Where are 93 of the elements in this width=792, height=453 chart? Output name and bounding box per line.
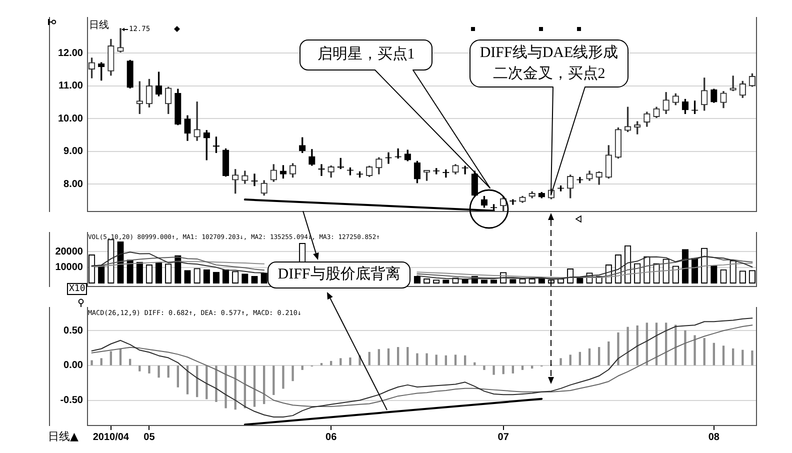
bar <box>502 366 504 374</box>
bar <box>117 241 124 284</box>
bar <box>710 265 718 284</box>
bar <box>212 272 220 284</box>
bar <box>406 347 409 366</box>
bar <box>292 366 294 382</box>
bar <box>128 358 132 366</box>
bar <box>560 358 562 366</box>
bar <box>253 366 256 407</box>
bar <box>176 366 180 388</box>
y-tick-label: 8.00 <box>64 178 84 190</box>
bar <box>712 342 716 366</box>
bar <box>167 366 170 378</box>
bar <box>396 347 400 366</box>
bar <box>492 366 495 375</box>
candlestick <box>251 174 258 186</box>
bar <box>444 355 448 366</box>
annotation: DIFF线与DAE线形成二次金叉，买点2 <box>478 44 620 84</box>
bar <box>110 351 112 366</box>
candlestick <box>442 169 450 178</box>
bar <box>126 260 134 284</box>
y-tick-label: -0.50 <box>60 395 84 406</box>
bar <box>751 350 754 366</box>
bar <box>100 358 102 366</box>
bar <box>691 258 698 284</box>
x-tick-label: 2010/04 <box>92 432 130 443</box>
annotation: 启明星，买点1 <box>317 44 415 64</box>
bar <box>340 358 342 366</box>
bar <box>626 326 629 366</box>
bar <box>742 350 744 366</box>
bar <box>578 352 582 366</box>
annotation: DIFF与股价底背离 <box>278 264 400 284</box>
bar <box>349 357 352 366</box>
y-tick-label: 0.00 <box>64 360 84 372</box>
bar <box>598 347 600 366</box>
bar <box>136 262 143 284</box>
y-tick-label: 0.50 <box>64 325 84 336</box>
bar <box>636 325 638 366</box>
y-tick-label: 12.00 <box>58 48 84 59</box>
x-tick-label: 07 <box>498 432 510 443</box>
bar <box>148 366 150 374</box>
bar <box>416 353 418 366</box>
bar <box>732 348 734 366</box>
bar <box>512 366 514 374</box>
bar <box>158 366 160 378</box>
y-tick-label: 11.00 <box>58 80 84 92</box>
bar <box>464 355 466 366</box>
bar <box>474 362 476 366</box>
bar <box>454 354 457 366</box>
bar <box>483 366 486 370</box>
bar <box>224 366 227 408</box>
bar <box>684 330 686 366</box>
bar <box>155 262 162 284</box>
bar <box>330 360 332 366</box>
bar <box>703 338 706 366</box>
candlestick <box>318 164 325 176</box>
bar <box>521 366 524 370</box>
bar <box>272 366 275 396</box>
y-tick-label: 10.00 <box>58 113 84 124</box>
bar <box>530 366 534 369</box>
bar <box>138 366 141 372</box>
bar <box>98 264 105 284</box>
bar <box>301 366 304 370</box>
candlestick <box>510 199 516 205</box>
bar <box>222 269 230 284</box>
bar <box>569 354 572 366</box>
bar <box>722 346 725 366</box>
bar <box>90 360 93 366</box>
bar <box>368 352 370 366</box>
x-tick-label: 06 <box>326 432 338 443</box>
bar <box>378 349 380 366</box>
text: X10 <box>67 283 88 295</box>
bar <box>426 353 428 366</box>
chart-title: 日线 <box>89 18 109 32</box>
bar <box>387 348 390 366</box>
bar <box>608 341 610 366</box>
bar <box>184 270 191 284</box>
bar <box>262 366 266 404</box>
bar <box>617 332 620 366</box>
bar <box>282 366 284 389</box>
x-tick-label: 05 <box>144 432 156 443</box>
bar <box>174 255 182 284</box>
text: 日线▲ <box>48 429 78 444</box>
bar <box>203 269 210 284</box>
bar <box>694 335 696 366</box>
bar <box>215 366 218 402</box>
y-tick-label: 20000 <box>55 246 84 258</box>
bar <box>435 354 438 366</box>
candlestick <box>194 102 200 141</box>
bar <box>588 348 591 366</box>
y-tick-label: 9.00 <box>64 146 84 158</box>
x-tick-label: 08 <box>708 432 720 443</box>
y-tick-label: 10000 <box>55 262 84 274</box>
